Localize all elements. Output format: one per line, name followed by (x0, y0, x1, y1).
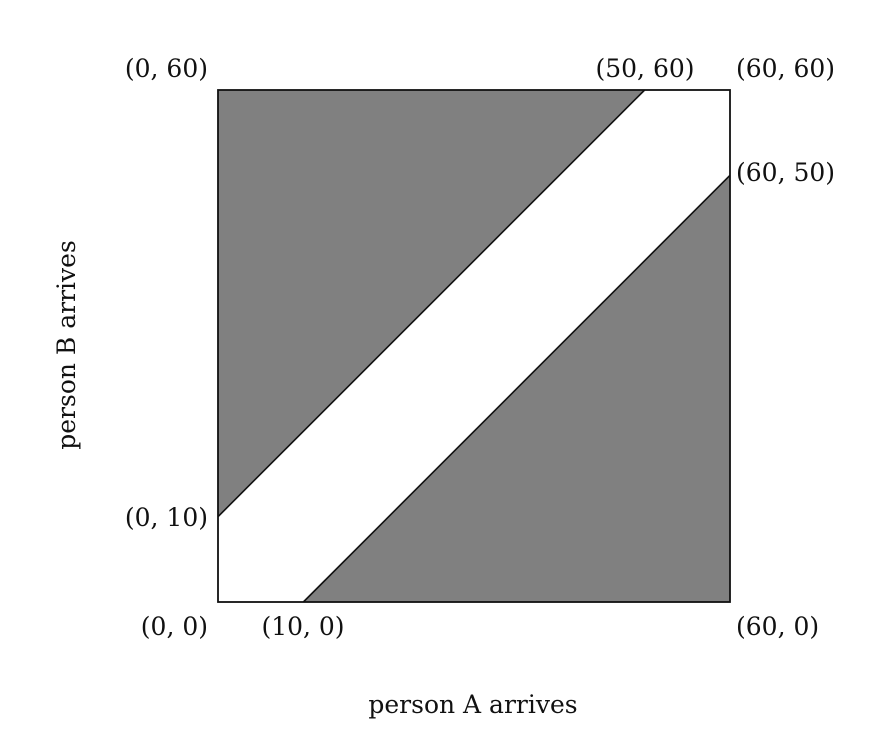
point-label-x10: (10, 0) (261, 612, 344, 641)
point-label-x60: (60, 0) (736, 612, 819, 641)
x-axis-label: person A arrives (368, 690, 577, 719)
point-label-right50: (60, 50) (736, 158, 835, 187)
square-frame (217, 89, 731, 603)
y-axis-label: person B arrives (52, 240, 81, 450)
boundary-lines (217, 89, 731, 603)
point-label-y60: (0, 60) (125, 54, 208, 83)
point-label-top50: (50, 60) (595, 54, 694, 83)
point-label-y10: (0, 10) (125, 503, 208, 532)
point-label-corner: (60, 60) (736, 54, 835, 83)
shaded-regions (218, 90, 730, 603)
line-upper (217, 89, 646, 518)
line-lower (302, 174, 731, 603)
point-label-origin: (0, 0) (141, 612, 208, 641)
